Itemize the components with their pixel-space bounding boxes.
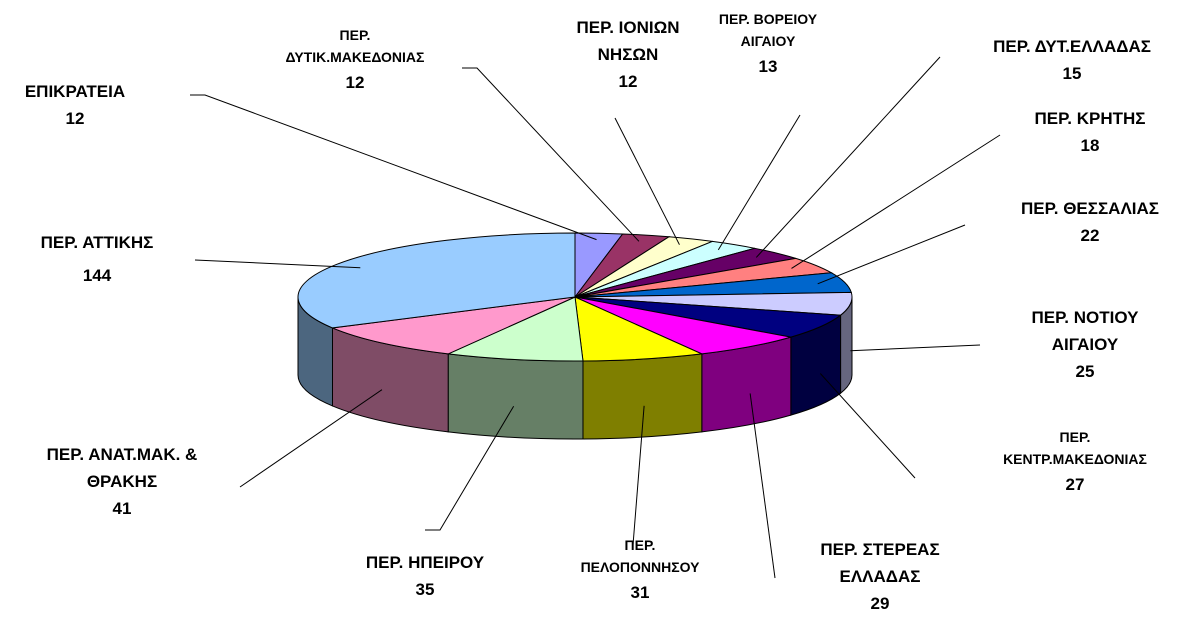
category-label: ΠΕΡ. ΚΕΝΤΡ.ΜΑΚΕΔΟΝΙΑΣ xyxy=(1003,429,1147,468)
slice xyxy=(574,296,704,362)
value-label: 12 xyxy=(345,72,365,92)
value-label: 27 xyxy=(1065,474,1085,494)
category-label: ΠΕΡ. ΠΕΛΟΠΟΝΝΗΣΟΥ xyxy=(580,537,700,576)
value-label: 25 xyxy=(1075,362,1095,382)
leader-line xyxy=(632,405,645,546)
category-label: ΠΕΡ. ΒΟΡΕΙΟΥ ΑΙΓΑΙΟΥ xyxy=(718,11,818,50)
value-label: 22 xyxy=(1080,226,1100,246)
value-label: 13 xyxy=(758,56,778,76)
leader-line xyxy=(614,117,680,245)
leader-line xyxy=(791,134,1001,269)
value-label: 18 xyxy=(1080,136,1100,156)
leader-line xyxy=(194,259,361,269)
slice xyxy=(297,232,576,329)
leader-line xyxy=(749,393,776,579)
slice xyxy=(446,296,584,362)
category-label: ΠΕΡ. ΗΠΕΙΡΟΥ xyxy=(365,553,485,572)
leader-line xyxy=(425,405,515,531)
category-label: ΠΕΡ. ΑΤΤΙΚΗΣ xyxy=(40,233,154,252)
leader-line xyxy=(850,344,981,352)
category-label: ΠΕΡ. ΔΥΤ.ΕΛΛΑΔΑΣ xyxy=(993,37,1151,56)
value-label: 31 xyxy=(630,582,650,602)
value-label: 144 xyxy=(82,266,112,286)
category-label: ΠΕΡ. ΑΝΑΤ.ΜΑΚ. & ΘΡΑΚΗΣ xyxy=(46,445,198,492)
leader-line xyxy=(462,67,640,242)
category-label: ΠΕΡ. ΙΟΝΙΩΝ ΝΗΣΩΝ xyxy=(576,18,680,65)
slice xyxy=(574,296,791,355)
slice xyxy=(330,296,576,355)
leader-line xyxy=(819,373,916,479)
category-label: ΠΕΡ. ΘΕΣΣΑΛΙΑΣ xyxy=(1020,199,1159,218)
value-label: 29 xyxy=(870,594,890,614)
leader-line xyxy=(755,56,941,258)
leader-line xyxy=(717,114,801,251)
value-label: 12 xyxy=(618,72,638,92)
value-label: 12 xyxy=(65,109,85,129)
value-label: 35 xyxy=(415,580,435,600)
category-label: ΠΕΡ. ΝΟΤΙΟΥ ΑΙΓΑΙΟΥ xyxy=(1031,308,1139,355)
leader-line xyxy=(190,94,597,241)
leader-line xyxy=(239,389,383,488)
slice-side xyxy=(447,353,584,440)
value-label: 15 xyxy=(1062,64,1082,84)
leader-line xyxy=(817,224,966,285)
category-label: ΠΕΡ. ΔΥΤΙΚ.ΜΑΚΕΔΟΝΙΑΣ xyxy=(285,27,425,66)
category-label: ΠΕΡ. ΚΡΗΤΗΣ xyxy=(1034,109,1146,128)
value-label: 41 xyxy=(112,499,132,519)
category-label: ΠΕΡ. ΣΤΕΡΕΑΣ ΕΛΛΑΔΑΣ xyxy=(820,540,940,587)
category-label: ΕΠΙΚΡΑΤΕΙΑ xyxy=(24,82,126,101)
